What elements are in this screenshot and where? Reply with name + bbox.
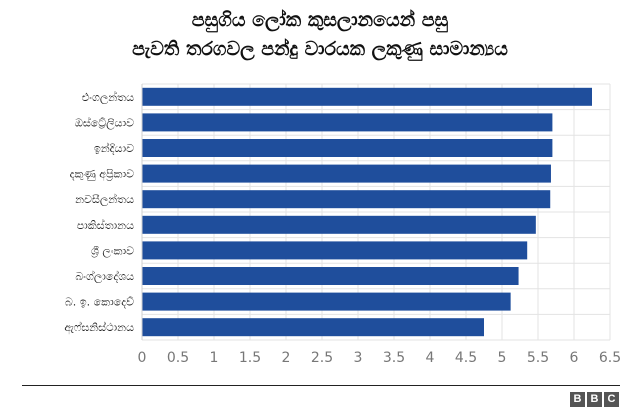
bar [142,139,553,157]
x-tick-label: 2.5 [311,350,333,366]
bbc-logo-b1: B [570,392,585,407]
bar [142,164,551,183]
category-label: පාකිස්තානය [77,218,134,232]
x-tick-label: 0 [138,350,147,366]
category-label: නවසීලන්තය [75,192,134,207]
chart-title-line1: පසුගිය ලෝක කුසලානයෙන් පසු [191,9,449,31]
x-tick-label: 5.5 [527,350,549,366]
bbc-logo-c: C [604,392,619,407]
category-label: ඔස්ට්‍රේලියාව [75,115,134,130]
x-tick-label: 6 [570,350,579,366]
bar [142,190,551,209]
bar [142,87,592,106]
bbc-logo-b2: B [587,392,602,407]
x-tick-label: 1 [210,350,219,366]
x-tick-label: 6.5 [599,350,621,366]
category-label: ඉන්දියාව [94,141,134,155]
x-tick-label: 0.5 [167,350,189,366]
x-tick-label: 3 [354,350,363,366]
footer-divider [22,385,620,386]
category-label: ඇෆ්ඝනිස්ථානය [64,320,134,335]
x-tick-label: 2 [282,350,291,366]
category-label: ශ්‍රී ලංකාව [91,244,134,258]
bar [142,113,553,132]
bar [142,215,536,234]
chart-title-line2: පැවති තරගවල පන්දු වාරයක ලකුණු සාමාන්‍යය [132,38,508,60]
bar [142,241,528,260]
category-label: බ. ඉ. කොදෙව් [65,296,134,309]
category-label: දකුණු අප්‍රිකාව [70,168,134,182]
category-label: එංගලන්තය [82,90,134,105]
bar [142,318,484,337]
category-label: බංග්ලාදේශය [75,269,134,284]
x-tick-label: 4.5 [455,350,477,366]
x-tick-label: 1.5 [239,350,261,366]
x-tick-label: 3.5 [383,350,405,366]
bar [142,292,511,311]
bar [142,267,519,285]
x-tick-label: 4 [426,350,435,366]
x-tick-label: 5 [498,350,507,366]
bbc-logo: B B C [570,392,619,407]
